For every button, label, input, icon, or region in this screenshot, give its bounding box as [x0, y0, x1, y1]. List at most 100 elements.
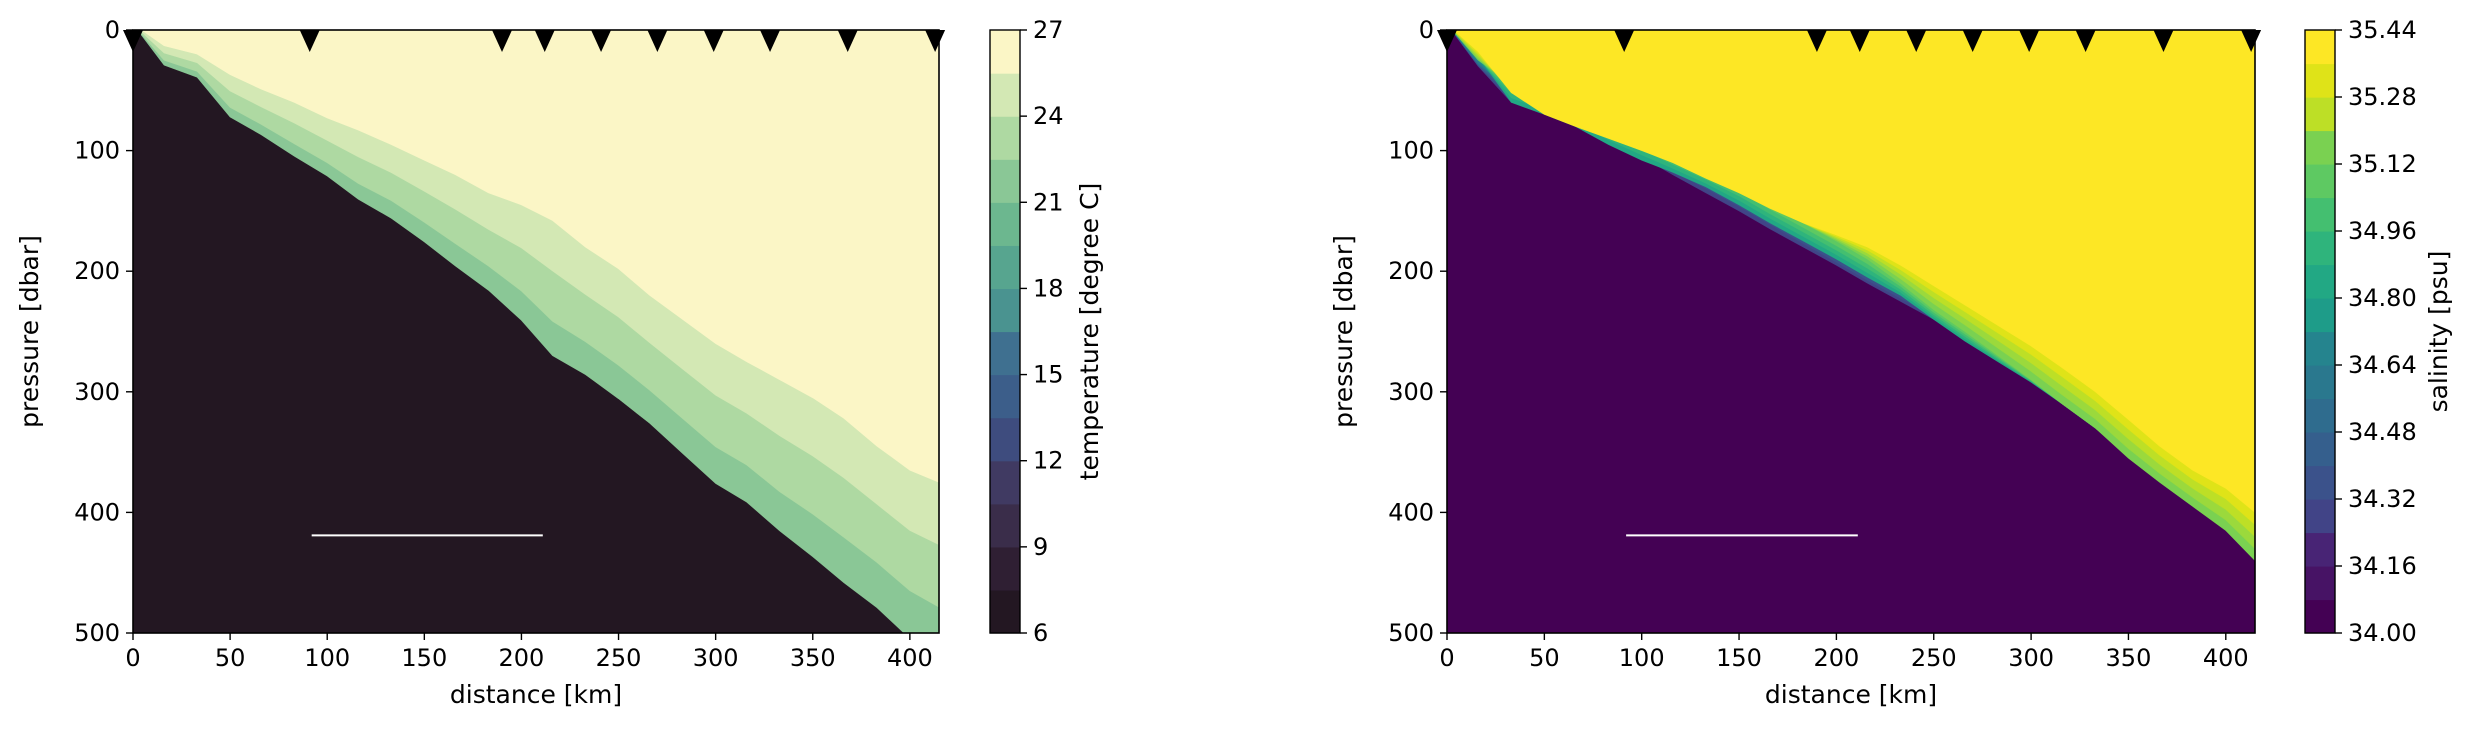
colorbar-tick-label: 34.32: [2348, 485, 2417, 513]
station-marker: [1962, 30, 1983, 52]
y-tick-label: 500: [74, 619, 120, 647]
colorbar-tick-label: 24: [1033, 102, 1064, 130]
y-tick-label: 400: [1388, 498, 1434, 526]
x-axis-label: distance [km]: [1765, 680, 1937, 709]
x-axis: 0 50 100 150 200 250 300 350 400: [1439, 633, 2249, 672]
salinity-panel: 0 50 100 150 200 250 300 350 400 distance [km] 0 10…: [1329, 16, 2453, 709]
colorbar-tick-label: 9: [1033, 533, 1048, 561]
colorbar-tick-label: 34.48: [2348, 418, 2417, 446]
colorbar-segment: [990, 116, 1020, 160]
x-tick-label: 350: [2106, 644, 2152, 672]
colorbar-segment: [990, 30, 1020, 74]
contour-band-20: [1453, 30, 2255, 513]
y-axis-label: pressure [dbar]: [15, 235, 44, 428]
station-marker: [1906, 30, 1927, 52]
colorbar-segment: [2305, 599, 2335, 634]
colorbar-segment: [2305, 532, 2335, 567]
colorbar-label: temperature [degree C]: [1075, 183, 1104, 481]
colorbar-segment: [2305, 432, 2335, 467]
y-tick-label: 300: [74, 378, 120, 406]
colorbar-segment: [2305, 398, 2335, 433]
station-marker: [492, 30, 513, 52]
x-tick-label: 100: [1619, 644, 1665, 672]
colorbar-frame: [989, 29, 1021, 634]
contour-fill: [1447, 30, 2255, 633]
colorbar-tick-label: 34.64: [2348, 351, 2417, 379]
colorbar-segment: [990, 202, 1020, 246]
colorbar-segment: [2305, 130, 2335, 165]
station-marker: [591, 30, 612, 52]
colorbar-segment: [990, 159, 1020, 203]
colorbar-segment: [2305, 164, 2335, 199]
colorbar-tick-label: 35.28: [2348, 83, 2417, 111]
colorbar-tick-label: 15: [1033, 361, 1064, 389]
colorbar-segment: [990, 417, 1020, 462]
x-tick-label: 400: [887, 644, 933, 672]
colorbar-tick-label: 34.16: [2348, 552, 2417, 580]
temperature-panel: 0 50 100 150 200 250 300 350 400 distance [km] 0 10…: [15, 16, 1104, 709]
x-tick-label: 200: [1813, 644, 1859, 672]
colorbar-segment: [2305, 331, 2335, 366]
station-marker: [703, 30, 724, 52]
station-marker: [1806, 30, 1827, 52]
x-tick-label: 150: [401, 644, 447, 672]
colorbar-segment: [2305, 365, 2335, 400]
x-tick-label: 300: [693, 644, 739, 672]
colorbar-segment: [990, 288, 1020, 333]
y-tick-label: 200: [1388, 257, 1434, 285]
x-tick-label: 350: [790, 644, 836, 672]
colorbar-segment: [2305, 465, 2335, 500]
colorbar-segment: [2305, 63, 2335, 98]
x-tick-label: 0: [125, 644, 140, 672]
x-tick-label: 0: [1439, 644, 1454, 672]
x-tick-label: 200: [499, 644, 545, 672]
x-tick-label: 150: [1716, 644, 1762, 672]
colorbar-segment: [2305, 264, 2335, 299]
colorbar-frame: [2304, 29, 2336, 634]
contour-fill: [133, 30, 939, 633]
station-marker: [925, 30, 946, 52]
station-marker: [299, 30, 320, 52]
x-tick-label: 400: [2203, 644, 2249, 672]
colorbar-segment: [2305, 97, 2335, 132]
colorbar-tick-label: 6: [1033, 619, 1048, 647]
y-tick-label: 400: [74, 498, 120, 526]
colorbar-segment: [990, 73, 1020, 117]
station-marker: [2153, 30, 2174, 52]
y-tick-label: 0: [1419, 16, 1434, 44]
x-axis: 0 50 100 150 200 250 300 350 400: [125, 633, 933, 672]
x-tick-label: 50: [1529, 644, 1560, 672]
colorbar-segment: [2305, 231, 2335, 266]
colorbar: 6 9 12 15 18 21 24 27 temperature [degree C]: [989, 16, 1104, 647]
y-axis: 0 100 200 300 400 500: [1388, 16, 1447, 647]
colorbar-segment: [990, 589, 1020, 634]
station-markers: [1437, 30, 2262, 52]
station-marker: [2075, 30, 2096, 52]
colorbar: 34.00 34.16 34.32 34.48 34.64 34.80 34.96 35.12…: [2304, 16, 2453, 647]
x-tick-label: 50: [215, 644, 246, 672]
colorbar-segment: [990, 245, 1020, 290]
x-tick-label: 100: [304, 644, 350, 672]
colorbar-tick-label: 35.44: [2348, 16, 2417, 44]
colorbar-segment: [990, 331, 1020, 376]
colorbar-tick-label: 18: [1033, 274, 1064, 302]
colorbar-segment: [2305, 298, 2335, 333]
colorbar-tick-label: 12: [1033, 447, 1064, 475]
x-tick-label: 250: [1911, 644, 1957, 672]
y-tick-label: 100: [74, 137, 120, 165]
colorbar-tick-label: 35.12: [2348, 150, 2417, 178]
station-marker: [837, 30, 858, 52]
colorbar-tick-label: 34.80: [2348, 284, 2417, 312]
plot-frame: [132, 29, 940, 634]
colorbar-segment: [2305, 566, 2335, 601]
y-tick-label: 100: [1388, 137, 1434, 165]
colorbar-tick-label: 34.00: [2348, 619, 2417, 647]
colorbar-segment: [2305, 30, 2335, 65]
colorbar-segment: [990, 374, 1020, 419]
colorbar-tick-label: 27: [1033, 16, 1064, 44]
station-marker: [2241, 30, 2262, 52]
colorbar-segment: [990, 460, 1020, 505]
y-tick-label: 0: [105, 16, 120, 44]
y-tick-label: 500: [1388, 619, 1434, 647]
